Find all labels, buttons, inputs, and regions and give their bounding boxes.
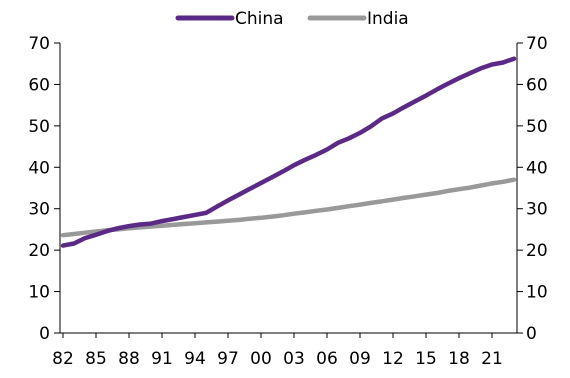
right-y-tick-labels: 0 10 20 30 40 50 60 70 xyxy=(517,34,548,344)
left-y-tick-label: 50 xyxy=(28,117,50,137)
x-tick-label: 82 xyxy=(52,349,74,369)
left-y-tick-label: 30 xyxy=(28,200,50,220)
x-tick-label: 97 xyxy=(217,349,239,369)
series-line-china xyxy=(60,56,517,248)
legend-label-china: China xyxy=(235,9,284,29)
left-y-tick-label: 70 xyxy=(28,34,50,54)
legend: China India xyxy=(175,9,409,29)
right-y-tick-label: 50 xyxy=(526,117,548,137)
x-tick-label: 91 xyxy=(151,349,173,369)
x-tick-label: 15 xyxy=(415,349,437,369)
x-tick-label: 18 xyxy=(448,349,470,369)
left-y-tick-label: 20 xyxy=(28,241,50,261)
x-tick-labels: 82 85 88 91 94 97 00 03 06 09 12 15 18 21 xyxy=(52,333,503,369)
right-y-tick-label: 20 xyxy=(526,241,548,261)
right-y-tick-label: 30 xyxy=(526,200,548,220)
right-y-tick-label: 60 xyxy=(526,75,548,95)
left-y-tick-label: 60 xyxy=(28,75,50,95)
left-y-tick-label: 0 xyxy=(39,324,50,344)
legend-label-india: India xyxy=(367,9,409,29)
series-lines xyxy=(60,56,517,248)
legend-item-india: India xyxy=(307,9,409,29)
right-y-tick-label: 10 xyxy=(526,283,548,303)
left-y-tick-labels: 0 10 20 30 40 50 60 70 xyxy=(28,34,60,344)
left-y-tick-label: 10 xyxy=(28,283,50,303)
legend-item-china: China xyxy=(175,9,284,29)
x-tick-label: 00 xyxy=(250,349,272,369)
x-tick-label: 21 xyxy=(481,349,503,369)
x-tick-label: 88 xyxy=(118,349,140,369)
x-tick-label: 03 xyxy=(283,349,305,369)
x-tick-label: 12 xyxy=(382,349,404,369)
x-tick-label: 06 xyxy=(316,349,338,369)
right-y-tick-label: 40 xyxy=(526,158,548,178)
x-tick-label: 85 xyxy=(85,349,107,369)
x-tick-label: 09 xyxy=(349,349,371,369)
right-y-tick-label: 0 xyxy=(526,324,537,344)
left-y-tick-label: 40 xyxy=(28,158,50,178)
series-line-india xyxy=(60,177,517,238)
x-tick-label: 94 xyxy=(184,349,206,369)
right-y-tick-label: 70 xyxy=(526,34,548,54)
